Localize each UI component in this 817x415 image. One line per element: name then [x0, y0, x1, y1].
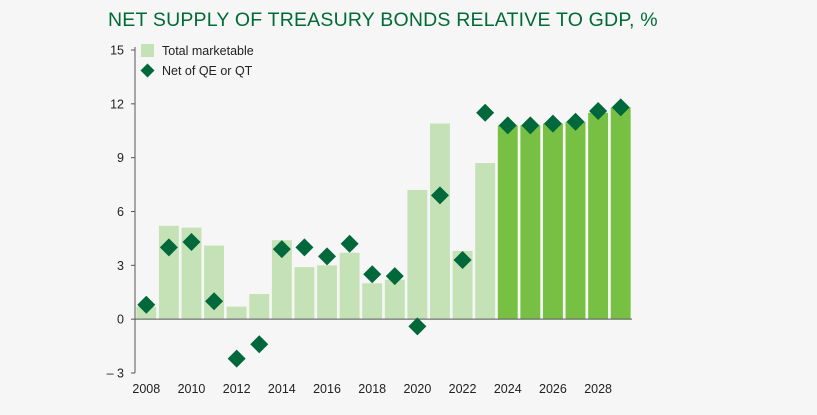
- marker-2023: [476, 103, 495, 122]
- x-tick-label: 2024: [494, 382, 522, 396]
- legend-swatch-net-of-qe: [140, 63, 155, 78]
- y-tick-label: 6: [117, 205, 124, 219]
- marker-2019: [385, 267, 404, 286]
- bar-2029: [610, 107, 631, 320]
- bar-2024: [497, 125, 518, 320]
- marker-2018: [363, 265, 382, 284]
- bar-2012: [226, 306, 247, 320]
- bar-2014: [271, 240, 292, 320]
- bar-2013: [249, 294, 270, 320]
- bar-2016: [317, 265, 337, 320]
- marker-2012: [227, 349, 246, 368]
- y-tick-label: 12: [110, 97, 124, 111]
- bar-2025: [520, 125, 541, 320]
- marker-2011: [205, 292, 224, 311]
- marker-2009: [159, 238, 178, 257]
- x-tick-label: 2010: [178, 382, 206, 396]
- marker-2026: [543, 114, 562, 133]
- legend-label-net-of-qe: Net of QE or QT: [162, 64, 253, 78]
- marker-2022: [453, 250, 472, 269]
- bar-2022: [452, 250, 473, 320]
- marker-2029: [611, 98, 630, 117]
- marker-2024: [498, 116, 517, 135]
- marker-2013: [250, 335, 269, 354]
- bars-layer: [136, 107, 631, 320]
- bar-2017: [339, 252, 360, 320]
- marker-2017: [340, 234, 359, 253]
- marker-2015: [295, 238, 314, 257]
- marker-2025: [521, 116, 540, 135]
- bar-2020: [407, 189, 428, 320]
- bar-2027: [565, 121, 586, 320]
- y-tick-label: 9: [117, 151, 124, 165]
- chart-title: NET SUPPLY OF TREASURY BONDS RELATIVE TO…: [108, 9, 658, 31]
- y-tick-label: 15: [110, 44, 124, 58]
- legend: Total marketable Net of QE or QT: [140, 44, 254, 78]
- bar-2021: [430, 123, 450, 320]
- x-tick-label: 2016: [313, 382, 341, 396]
- x-tick-label: 2028: [584, 382, 612, 396]
- x-tick-label: 2012: [223, 382, 251, 396]
- y-tick-label: 3: [117, 259, 124, 273]
- legend-label-total-marketable: Total marketable: [162, 44, 254, 58]
- y-tick-label: 0: [117, 313, 124, 327]
- bar-2019: [384, 279, 405, 320]
- bar-2015: [294, 267, 315, 320]
- x-tick-label: 2022: [449, 382, 477, 396]
- bar-2026: [542, 123, 563, 320]
- marker-2028: [589, 102, 608, 121]
- marker-2016: [318, 247, 337, 266]
- axes-layer: [131, 47, 632, 374]
- x-tick-label: 2020: [403, 382, 431, 396]
- marker-2021: [430, 186, 449, 205]
- marker-2014: [272, 240, 291, 259]
- legend-swatch-total-marketable: [141, 44, 154, 57]
- x-tick-label: 2018: [358, 382, 386, 396]
- x-tick-label: 2008: [132, 382, 160, 396]
- bar-2023: [475, 163, 496, 320]
- markers-layer: [137, 98, 630, 368]
- bar-2010: [181, 227, 202, 320]
- marker-2010: [182, 233, 201, 252]
- bar-2028: [588, 112, 609, 320]
- marker-2008: [137, 295, 156, 314]
- y-tick-label: – 3: [107, 367, 124, 381]
- x-tick-label: 2014: [268, 382, 296, 396]
- x-tick-label: 2026: [539, 382, 567, 396]
- marker-2027: [566, 112, 585, 131]
- marker-2020: [408, 317, 427, 336]
- ticks-layer: 15 12 9 6 3 0 – 3 2008 2010 2012 2014 2016 2018 2020 2…: [107, 44, 612, 397]
- bar-2018: [362, 283, 383, 320]
